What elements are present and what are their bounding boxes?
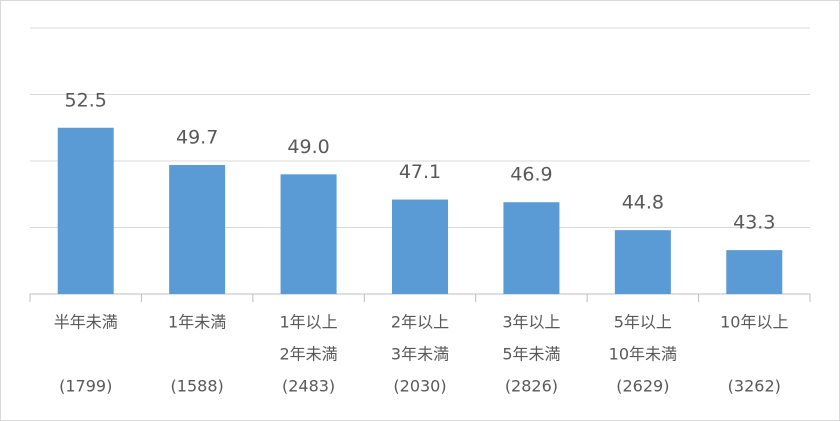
x-tick-label: 3年以上 <box>502 313 560 332</box>
x-tick-label: 半年未満 <box>54 313 118 332</box>
bar <box>169 164 226 294</box>
x-tick-label: 1年以上 <box>279 313 337 332</box>
x-tick-label: 5年以上 <box>614 313 672 332</box>
bar <box>614 230 671 294</box>
x-tick-label: 2年未満 <box>279 345 337 364</box>
x-tick-label: 1年未満 <box>168 313 226 332</box>
bar <box>392 199 448 294</box>
bar <box>280 174 337 294</box>
bar <box>503 202 560 294</box>
sample-size: (2826) <box>505 377 558 396</box>
data-label: 44.8 <box>622 192 664 214</box>
data-label: 47.1 <box>399 161 441 183</box>
sample-size: (2629) <box>616 377 669 396</box>
x-tick-label: 5年未満 <box>502 345 560 364</box>
data-label: 52.5 <box>65 89 107 111</box>
x-tick-label: 10年以上 <box>720 313 788 332</box>
sample-size: (2030) <box>393 377 446 396</box>
bar <box>57 127 114 294</box>
x-tick-label: 3年未満 <box>391 345 449 364</box>
sample-size: (3262) <box>728 377 781 396</box>
data-label: 46.9 <box>510 164 552 186</box>
data-label: 49.7 <box>176 126 218 148</box>
data-label: 43.3 <box>733 212 775 234</box>
data-label: 49.0 <box>287 136 329 158</box>
bar <box>726 250 783 294</box>
sample-size: (1588) <box>171 377 224 396</box>
sample-size: (1799) <box>59 377 112 396</box>
x-tick-label: 10年未満 <box>609 345 677 364</box>
x-tick-label: 2年以上 <box>391 313 449 332</box>
sample-size: (2483) <box>282 377 335 396</box>
